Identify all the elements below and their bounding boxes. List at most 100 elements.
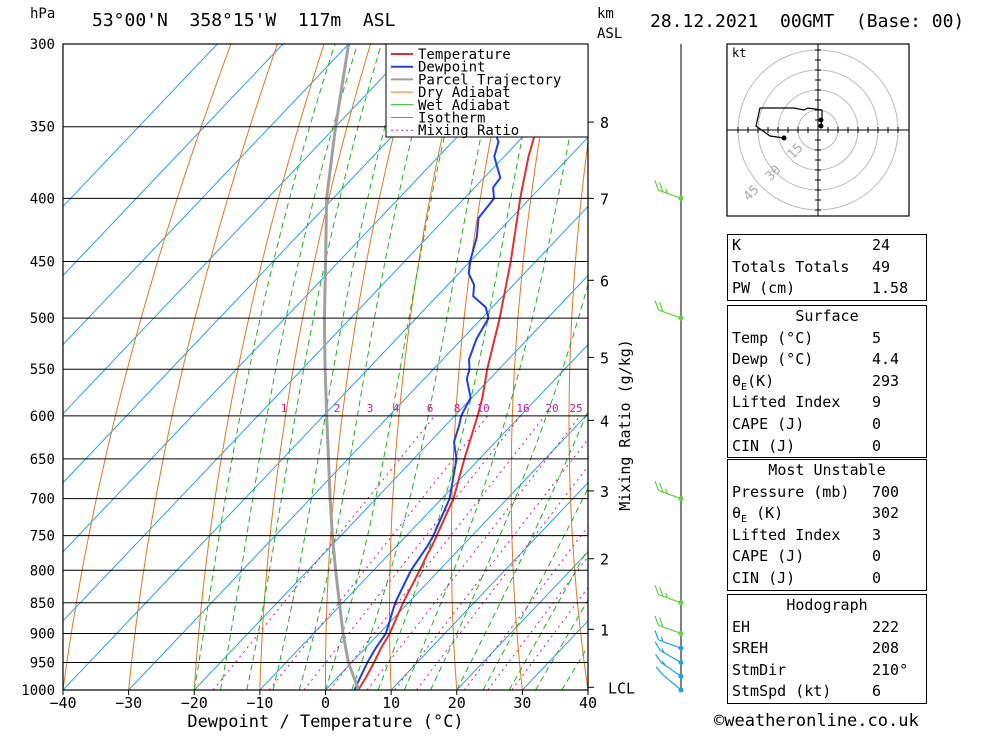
isotherm-line <box>259 343 588 690</box>
x-tick-label: −40 <box>49 694 76 712</box>
temperature-line <box>357 44 564 690</box>
copyright-link[interactable]: ©weatheronline.co.uk <box>714 711 919 731</box>
wind-barb-staff <box>658 309 682 319</box>
wind-barb-flag <box>658 617 664 628</box>
mixing-ratio-line <box>394 438 588 690</box>
mu-cin-value: 0 <box>872 568 882 587</box>
lcl-label: LCL <box>608 679 635 697</box>
x-tick-label: −10 <box>246 694 273 712</box>
hodograph-title: Hodograph <box>786 596 868 614</box>
surface-dewp-value: 4.4 <box>872 350 900 369</box>
wind-barb-half-flag <box>661 660 666 666</box>
wind-barb-half-flag <box>665 188 669 194</box>
mu-cape-label: CAPE (J) <box>732 547 805 566</box>
wind-barb-half-flag <box>665 488 669 494</box>
stmdir-label: StmDir <box>732 660 787 679</box>
mu-pressure-row: Pressure (mb) 700 <box>728 482 926 504</box>
hodograph-point <box>818 123 824 129</box>
stmspd-value: 6 <box>872 682 882 701</box>
wet-adiabat-line <box>403 44 588 690</box>
mixing-ratio-label: 6 <box>427 402 434 415</box>
mixing-ratio-label: 3 <box>367 402 374 415</box>
wind-barb-staff <box>658 639 682 649</box>
theta-symbol: θ <box>732 371 742 390</box>
wind-barb-dot <box>678 315 684 321</box>
pw-label: PW (cm) <box>732 279 796 298</box>
totals-row: Totals Totals 49 <box>728 257 926 279</box>
k-index-value: 24 <box>872 236 891 254</box>
wind-barb-dot <box>678 195 684 201</box>
hodograph-point <box>781 135 787 141</box>
height-tick-label: 8 <box>600 114 609 132</box>
stmdir-value: 210° <box>872 660 909 679</box>
location-title: 53°00'N 358°15'W 117m ASL <box>92 10 396 31</box>
pressure-tick-label: 400 <box>30 191 55 207</box>
wet-adiabat-line <box>351 44 502 690</box>
wind-barb-dot <box>678 659 684 665</box>
eh-value: 222 <box>872 617 900 636</box>
legend-entry: Mixing Ratio <box>418 123 519 139</box>
mixing-ratio-label: 10 <box>476 402 489 415</box>
theta-symbol: θ <box>732 504 742 523</box>
stmspd-row: StmSpd (kt) 6 <box>728 681 926 703</box>
dry-adiabat-line <box>568 138 588 690</box>
hodograph-table: Hodograph EH 222 SREH 208 StmDir 210° StmSp… <box>727 594 927 704</box>
mu-cin-row: CIN (J) 0 <box>728 568 926 590</box>
wind-barb-staff <box>658 189 682 199</box>
mixing-ratio-axis-label: Mixing Ratio (g/kg) <box>616 339 634 511</box>
wind-barb-dot <box>678 687 684 693</box>
mixing-ratio-label: 20 <box>545 402 558 415</box>
mixing-ratio-line <box>366 415 581 690</box>
wind-barb-flag <box>654 615 660 626</box>
theta-subscript: E <box>741 381 748 393</box>
isotherm-line <box>63 44 481 484</box>
isotherm-line <box>63 44 349 346</box>
isotherm-line <box>63 44 218 208</box>
mixing-ratio-label: 8 <box>454 402 461 415</box>
surface-dewp-row: Dewp (°C) 4.4 <box>728 349 926 371</box>
legend-entry: Parcel Trajectory <box>418 72 561 88</box>
most-unstable-table: Most Unstable Pressure (mb) 700 θE (K) 302… <box>727 459 927 591</box>
wind-barb-flag <box>655 666 664 675</box>
x-tick-label: −30 <box>115 694 142 712</box>
mixing-ratio-label: 16 <box>516 402 529 415</box>
wet-adiabat-line <box>482 487 588 690</box>
mu-li-value: 3 <box>872 525 882 544</box>
legend-entry: Isotherm <box>418 111 485 127</box>
pressure-unit-label: hPa <box>30 6 56 22</box>
isotherm-line <box>325 412 588 690</box>
wind-barb-flag <box>654 180 660 191</box>
mixing-ratio-line <box>329 415 546 690</box>
isotherm-line <box>456 551 588 690</box>
totals-value: 49 <box>872 257 891 276</box>
mixing-ratio-line <box>511 586 588 690</box>
datetime-title: 28.12.2021 00GMT (Base: 00) <box>650 11 965 32</box>
sreh-label: SREH <box>732 639 769 658</box>
surface-temp-row: Temp (°C) 5 <box>728 328 926 350</box>
mixing-ratio-label: 4 <box>393 402 400 415</box>
mu-cin-label: CIN (J) <box>732 568 796 587</box>
isotherm-line <box>63 44 284 277</box>
wind-barb-flag <box>658 586 664 597</box>
wind-barb <box>654 180 684 201</box>
wet-adiabat-line <box>246 44 382 690</box>
sreh-value: 208 <box>872 639 900 658</box>
surface-li-row: Lifted Index 9 <box>728 392 926 414</box>
wind-barb-flag <box>654 300 660 311</box>
x-tick-label: 40 <box>579 694 597 712</box>
x-tick-label: −20 <box>181 694 208 712</box>
mu-pressure-value: 700 <box>872 482 900 501</box>
pressure-tick-label: 600 <box>30 409 55 425</box>
wind-barb <box>654 630 684 651</box>
mixing-ratio-label: 1 <box>281 402 288 415</box>
dewpoint-line <box>353 44 517 690</box>
wind-barb-flag <box>658 182 664 192</box>
pw-value: 1.58 <box>872 279 909 298</box>
pressure-tick-label: 1000 <box>21 683 55 699</box>
dry-adiabat-line <box>929 44 1000 690</box>
legend-entry: Dewpoint <box>418 60 485 76</box>
surface-theta-row: θE(K) 293 <box>728 371 926 393</box>
wet-adiabat-line <box>430 282 588 690</box>
wet-adiabat-line <box>456 409 588 690</box>
